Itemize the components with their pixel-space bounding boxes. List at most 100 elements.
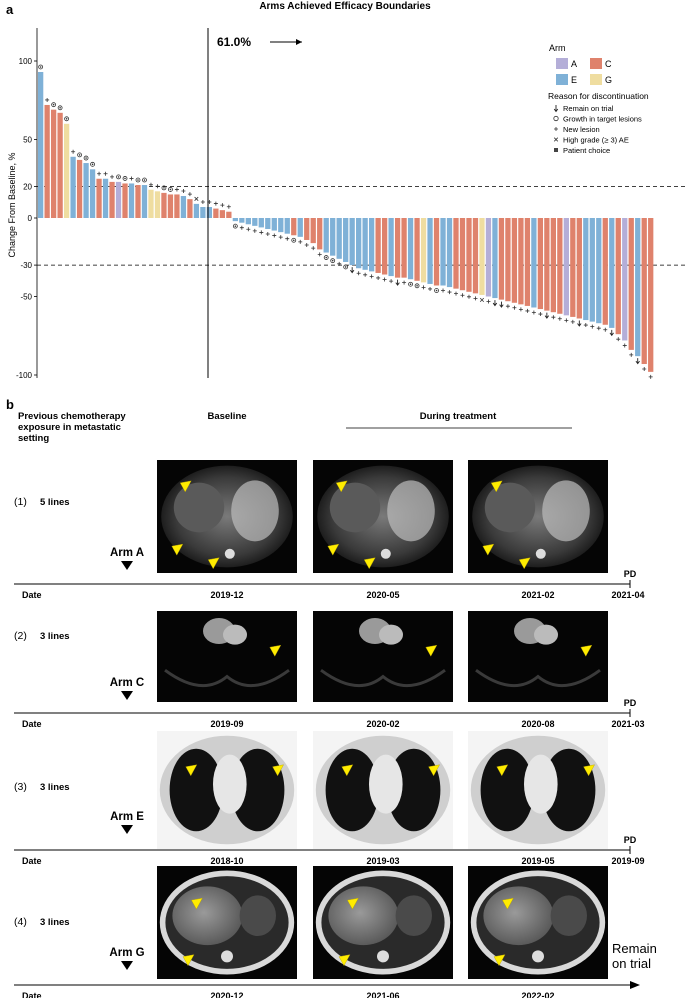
arm-start-triangle-icon — [121, 691, 133, 700]
timeline-date: 2018-10 — [210, 856, 243, 866]
timeline-date: 2020-02 — [366, 719, 399, 729]
breast-outline — [475, 668, 601, 688]
bar — [401, 218, 407, 278]
growth-marker — [77, 152, 82, 158]
bar — [622, 218, 628, 341]
mri-spine — [224, 548, 235, 559]
new-lesion-marker — [311, 246, 316, 251]
legend-new-lesion-icon — [554, 127, 558, 131]
remain-marker — [492, 300, 498, 307]
mri-liver — [329, 482, 381, 533]
new-lesion-marker — [570, 319, 575, 324]
growth-marker-dot — [416, 285, 418, 287]
date-label: Date — [22, 856, 42, 866]
new-lesion-marker — [648, 374, 653, 379]
bar — [356, 218, 362, 269]
growth-marker-dot — [143, 179, 146, 181]
new-lesion-marker — [486, 299, 491, 304]
new-lesion-marker — [246, 227, 251, 232]
growth-marker — [161, 185, 167, 191]
timeline-date: 2019-05 — [521, 856, 554, 866]
growth-marker — [83, 155, 89, 161]
bar — [213, 208, 219, 218]
bar — [96, 178, 102, 218]
prior-lines: 5 lines — [40, 497, 70, 508]
new-lesion-marker — [220, 203, 225, 208]
lesion-arrow-icon — [580, 644, 593, 657]
timeline-date: 2019-03 — [366, 856, 399, 866]
legend-swatch-E — [556, 74, 568, 85]
growth-marker — [135, 177, 141, 183]
growth-marker-dot — [163, 187, 165, 189]
prior-lines: 3 lines — [40, 631, 70, 642]
case-2: (2) 3 lines Arm C Date 2019-09 2020-02 2020-08… — [14, 611, 645, 729]
during-treatment-header: During treatment — [420, 411, 497, 422]
bar — [76, 159, 83, 218]
lesion-arrow-icon — [179, 480, 192, 493]
growth-marker — [51, 102, 57, 108]
arm-start-triangle-icon — [121, 825, 133, 834]
bar — [57, 112, 63, 218]
baseline-header: Baseline — [207, 411, 246, 422]
new-lesion-marker — [518, 307, 523, 312]
arm-start-triangle-icon — [121, 561, 133, 570]
mri-liver — [484, 482, 536, 533]
growth-marker-dot — [331, 259, 334, 262]
bar — [161, 192, 167, 218]
arm-label: Arm E — [110, 811, 144, 823]
new-lesion-marker — [531, 310, 536, 315]
bar — [83, 163, 89, 218]
mri-spine — [535, 548, 546, 559]
growth-marker-dot — [137, 179, 139, 181]
growth-marker-dot — [85, 157, 87, 159]
bar — [394, 218, 401, 278]
ct-liver — [483, 886, 554, 946]
new-lesion-marker — [454, 291, 459, 296]
growth-marker-dot — [65, 118, 68, 120]
panel-a-label: a — [6, 2, 14, 17]
lesion-arrow-icon — [493, 954, 506, 967]
outcome-label: Remain on trial — [612, 941, 657, 971]
timeline-arrow-icon — [630, 981, 640, 989]
breast-outline — [320, 668, 446, 688]
new-lesion-marker — [590, 324, 595, 329]
growth-marker-dot — [325, 256, 328, 259]
growth-marker — [408, 281, 413, 287]
mri-spine — [380, 548, 391, 559]
growth-marker — [122, 176, 128, 181]
growth-marker-dot — [169, 188, 172, 191]
lung-left — [480, 748, 534, 832]
timeline-date: 2021-04 — [611, 590, 644, 600]
bar — [628, 218, 634, 350]
bar — [459, 218, 466, 291]
new-lesion-marker — [337, 261, 342, 266]
legend-swatch-C — [590, 58, 602, 69]
ct-liver — [328, 886, 399, 946]
growth-marker — [57, 105, 63, 111]
lesion-arrow-icon — [428, 764, 440, 777]
prior-lines: 3 lines — [40, 917, 70, 928]
lesion-arrow-icon — [518, 557, 531, 570]
growth-marker — [323, 255, 329, 260]
prior-lines: 3 lines — [40, 782, 70, 793]
bar — [550, 218, 556, 313]
bar — [109, 181, 115, 218]
ct-stomach — [550, 895, 587, 937]
new-lesion-marker — [564, 318, 569, 323]
y-axis-label: Change From Baseline, % — [7, 152, 17, 257]
y-tick-label: -50 — [20, 293, 32, 302]
bar — [511, 218, 518, 303]
ct-spine — [532, 950, 544, 963]
prior-chemo-header: Previous chemotherapy exposure in metasta… — [18, 411, 126, 444]
bar — [414, 218, 420, 281]
timeline-date: 2021-06 — [366, 991, 399, 998]
lesion-arrow-icon — [425, 644, 438, 657]
lesion-arrow-icon — [269, 644, 282, 657]
case-3: (3) 3 lines Arm E Date 2018-10 2019-03 2019-05… — [14, 731, 645, 866]
growth-marker-dot — [52, 103, 55, 106]
bar — [615, 218, 621, 335]
new-lesion-marker — [304, 242, 309, 247]
new-lesion-marker — [363, 272, 368, 277]
arm-label: Arm A — [110, 547, 144, 559]
bar — [219, 210, 226, 218]
